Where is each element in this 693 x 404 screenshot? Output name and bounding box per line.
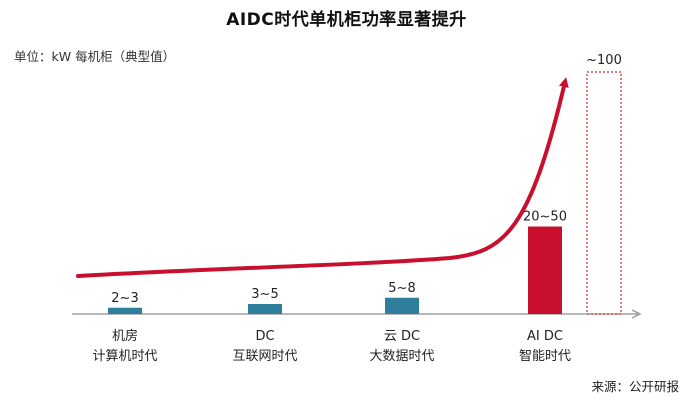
- category-label-2: 云 DC: [384, 329, 420, 344]
- era-label-2: 大数据时代: [369, 349, 434, 364]
- value-label-2: 5~8: [388, 281, 415, 296]
- value-label-0: 2~3: [111, 291, 138, 306]
- category-label-3: AI DC: [527, 329, 563, 344]
- unit-label: 单位：kW 每机柜（典型值）: [14, 49, 176, 64]
- bar-3: [528, 226, 562, 314]
- bar-0: [108, 307, 142, 314]
- trend-arrow: [76, 77, 569, 278]
- source-note: 来源：公开研报: [591, 379, 679, 394]
- chart-title: AIDC时代单机柜功率显著提升: [226, 10, 467, 30]
- value-label-1: 3~5: [251, 287, 278, 302]
- bar-2: [385, 297, 419, 314]
- forecast-bar: [586, 71, 622, 315]
- era-label-0: 计算机时代: [92, 349, 157, 364]
- bar-1: [248, 304, 282, 314]
- era-label-1: 互联网时代: [232, 349, 297, 364]
- category-label-1: DC: [255, 329, 274, 344]
- category-label-0: 机房: [112, 328, 138, 344]
- forecast-label: ~100: [586, 53, 622, 68]
- era-label-3: 智能时代: [519, 349, 571, 364]
- x-axis-arrow: [631, 309, 642, 319]
- value-label-3: 20~50: [523, 210, 567, 225]
